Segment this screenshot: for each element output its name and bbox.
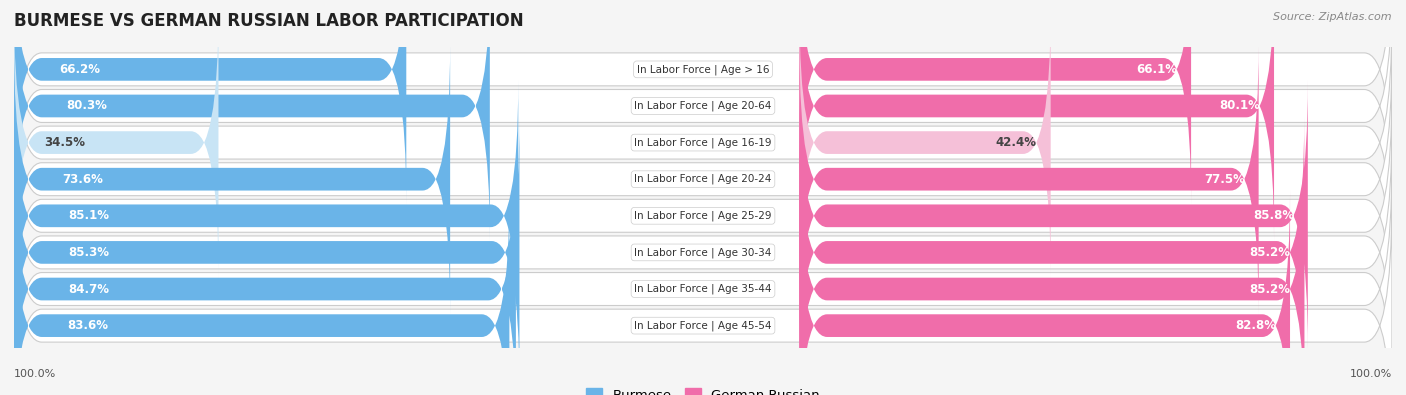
FancyBboxPatch shape [14,122,1392,382]
Text: 85.8%: 85.8% [1253,209,1294,222]
FancyBboxPatch shape [14,117,519,387]
FancyBboxPatch shape [14,44,450,314]
Text: 80.1%: 80.1% [1219,100,1260,113]
Text: 77.5%: 77.5% [1204,173,1244,186]
Text: 83.6%: 83.6% [67,319,108,332]
FancyBboxPatch shape [800,190,1291,395]
Text: 82.8%: 82.8% [1236,319,1277,332]
FancyBboxPatch shape [14,81,519,351]
Text: In Labor Force | Age 35-44: In Labor Force | Age 35-44 [634,284,772,294]
Text: 80.3%: 80.3% [66,100,107,113]
Text: In Labor Force | Age 45-54: In Labor Force | Age 45-54 [634,320,772,331]
Text: In Labor Force | Age 20-64: In Labor Force | Age 20-64 [634,101,772,111]
Text: Source: ZipAtlas.com: Source: ZipAtlas.com [1274,12,1392,22]
FancyBboxPatch shape [14,159,1392,395]
FancyBboxPatch shape [14,0,1392,236]
Text: 100.0%: 100.0% [1350,369,1392,379]
Text: 34.5%: 34.5% [44,136,86,149]
Text: 42.4%: 42.4% [995,136,1036,149]
Text: 66.1%: 66.1% [1136,63,1177,76]
FancyBboxPatch shape [800,154,1305,395]
Text: In Labor Force | Age 30-34: In Labor Force | Age 30-34 [634,247,772,258]
Text: 84.7%: 84.7% [67,282,110,295]
FancyBboxPatch shape [14,0,1392,199]
Text: In Labor Force | Age 16-19: In Labor Force | Age 16-19 [634,137,772,148]
FancyBboxPatch shape [800,0,1274,241]
Text: 85.1%: 85.1% [67,209,110,222]
Text: 85.3%: 85.3% [69,246,110,259]
FancyBboxPatch shape [14,190,509,395]
Text: 66.2%: 66.2% [59,63,100,76]
FancyBboxPatch shape [800,81,1308,351]
FancyBboxPatch shape [800,8,1050,278]
FancyBboxPatch shape [14,0,489,241]
Text: In Labor Force | Age 20-24: In Labor Force | Age 20-24 [634,174,772,184]
FancyBboxPatch shape [14,154,516,395]
FancyBboxPatch shape [14,13,1392,273]
FancyBboxPatch shape [14,49,1392,309]
Text: 85.2%: 85.2% [1250,282,1291,295]
FancyBboxPatch shape [800,117,1305,387]
Text: BURMESE VS GERMAN RUSSIAN LABOR PARTICIPATION: BURMESE VS GERMAN RUSSIAN LABOR PARTICIP… [14,12,523,30]
Text: In Labor Force | Age 25-29: In Labor Force | Age 25-29 [634,211,772,221]
FancyBboxPatch shape [800,0,1191,205]
Text: 85.2%: 85.2% [1250,246,1291,259]
FancyBboxPatch shape [800,44,1258,314]
FancyBboxPatch shape [14,86,1392,346]
FancyBboxPatch shape [14,0,406,205]
Text: 73.6%: 73.6% [63,173,104,186]
Text: 100.0%: 100.0% [14,369,56,379]
FancyBboxPatch shape [14,8,218,278]
Text: In Labor Force | Age > 16: In Labor Force | Age > 16 [637,64,769,75]
FancyBboxPatch shape [14,196,1392,395]
Legend: Burmese, German Russian: Burmese, German Russian [581,383,825,395]
